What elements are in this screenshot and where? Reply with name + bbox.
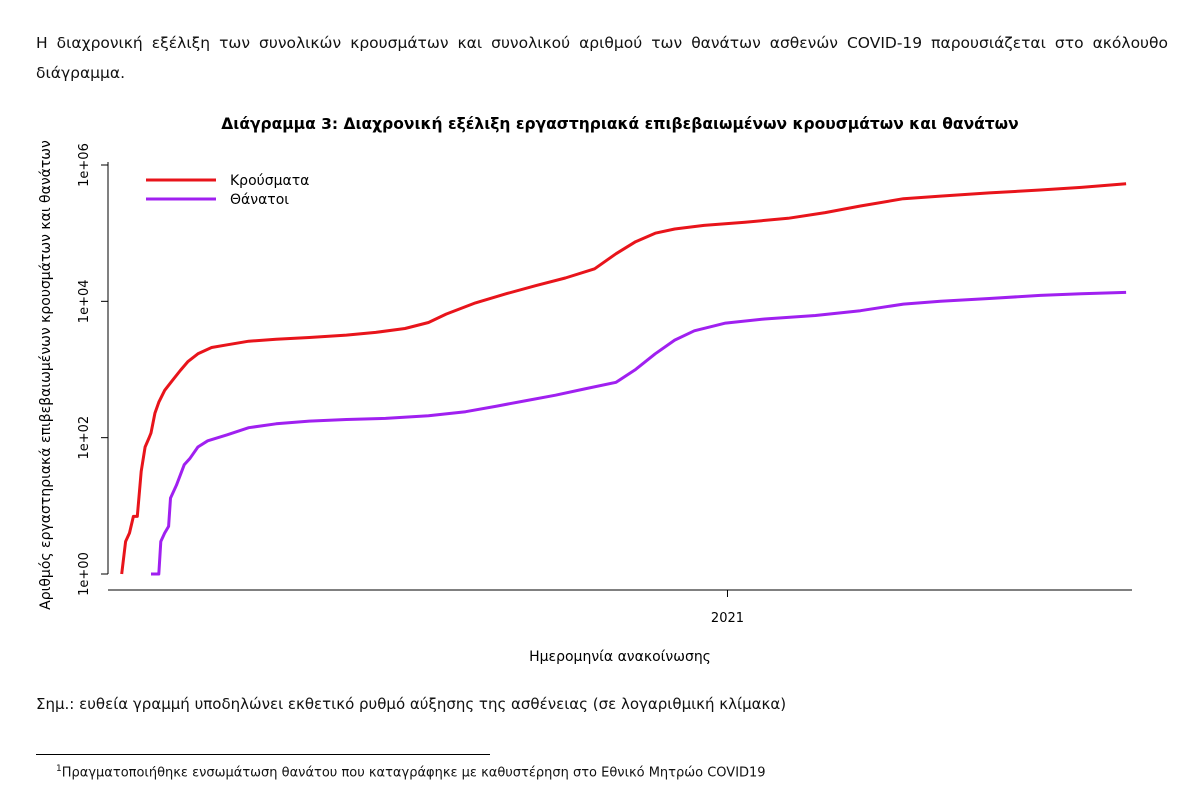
series-line-2 <box>151 290 1127 576</box>
y-ticks: 1e+00 1e+02 1e+04 1e+06 <box>77 143 108 596</box>
chart: Διάγραμμα 3: Διαχρονική εξέλιξη εργαστηρ… <box>0 100 1200 680</box>
legend: Κρούσματα Θάνατοι <box>146 173 309 208</box>
y-tick-label: 1e+06 <box>77 143 92 187</box>
x-ticks: 2021 <box>711 590 744 626</box>
chart-title: Διάγραμμα 3: Διαχρονική εξέλιξη εργαστηρ… <box>221 115 1018 133</box>
line-chart: Διάγραμμα 3: Διαχρονική εξέλιξη εργαστηρ… <box>38 115 1132 665</box>
legend-label-1: Κρούσματα <box>230 173 309 189</box>
footnote-divider <box>36 754 490 755</box>
y-tick-label: 1e+04 <box>77 279 92 323</box>
y-tick-label: 1e+00 <box>77 552 92 596</box>
footnote-text: Πραγματοποιήθηκε ενσωμάτωση θανάτου που … <box>61 765 766 781</box>
y-tick-label: 1e+02 <box>77 416 92 460</box>
footnote: 1Πραγματοποιήθηκε ενσωμάτωση θανάτου που… <box>56 764 766 780</box>
y-axis-label: Αριθμός εργαστηριακά επιβεβαιωμένων κρου… <box>38 140 54 610</box>
chart-note: Σημ.: ευθεία γραμμή υποδηλώνει εκθετικό … <box>36 695 787 713</box>
x-tick-label: 2021 <box>711 611 744 626</box>
x-axis-label: Ημερομηνία ανακοίνωσης <box>529 649 711 665</box>
footnote-marker: 1 <box>56 764 62 774</box>
intro-paragraph: Η διαχρονική εξέλιξη των συνολικών κρουσ… <box>36 33 1168 82</box>
legend-label-2: Θάνατοι <box>230 192 289 208</box>
series-line-1 <box>120 182 1127 575</box>
series-lines <box>120 182 1127 576</box>
